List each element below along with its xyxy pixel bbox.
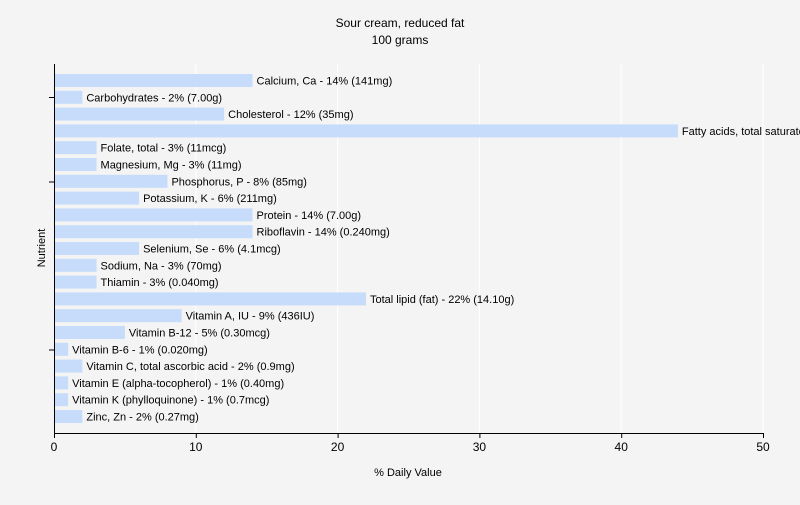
bar: [55, 191, 140, 205]
x-tick-label: 10: [189, 440, 203, 454]
bar: [55, 90, 83, 104]
bar-label: Total lipid (fat) - 22% (14.10g): [370, 294, 514, 306]
bar-label: Vitamin B-12 - 5% (0.30mcg): [129, 328, 270, 340]
bar-label: Vitamin C, total ascorbic acid - 2% (0.9…: [86, 361, 294, 373]
bar-label: Calcium, Ca - 14% (141mg): [257, 76, 393, 88]
x-tick-label: 50: [756, 440, 770, 454]
bar: [55, 393, 69, 407]
bar-label: Protein - 14% (7.00g): [257, 210, 362, 222]
bar: [55, 107, 225, 121]
bar-layer: Calcium, Ca - 14% (141mg) Carbohydrates -…: [55, 74, 800, 424]
bar: [55, 74, 253, 87]
bar: [55, 376, 69, 390]
bar: [55, 158, 97, 171]
bar: [55, 174, 168, 188]
x-tick-label: 0: [51, 440, 58, 454]
bar-label: Riboflavin - 14% (0.240mg): [257, 227, 390, 239]
bar: [55, 292, 366, 306]
bar: [55, 225, 253, 239]
bar: [55, 275, 97, 289]
bar-label: Vitamin K (phylloquinone) - 1% (0.7mcg): [72, 395, 269, 407]
bar: [55, 208, 253, 222]
bar: [55, 342, 69, 356]
x-tick-label: 30: [473, 440, 487, 454]
bar: [55, 124, 678, 138]
bar: [55, 141, 97, 155]
bar-label: Potassium, K - 6% (211mg): [143, 193, 277, 205]
chart-subtitle: 100 grams: [372, 33, 429, 47]
bar-label: Sodium, Na - 3% (70mg): [101, 260, 222, 272]
x-tick-label: 20: [331, 440, 345, 454]
bar-label: Vitamin B-6 - 1% (0.020mg): [72, 344, 208, 356]
bar-label: Cholesterol - 12% (35mg): [228, 109, 353, 121]
chart-title: Sour cream, reduced fat: [336, 16, 465, 30]
bar-label: Magnesium, Mg - 3% (11mg): [101, 160, 242, 172]
bar-label: Vitamin A, IU - 9% (436IU): [186, 311, 315, 323]
bar-label: Folate, total - 3% (11mcg): [101, 143, 227, 155]
bar: [55, 242, 140, 255]
bar-label: Fatty acids, total saturated - 44% (8.70…: [682, 126, 800, 138]
bar-label: Phosphorus, P - 8% (85mg): [171, 176, 307, 188]
bar: [55, 359, 83, 373]
bar-label: Selenium, Se - 6% (4.1mcg): [143, 244, 281, 256]
bar: [55, 326, 125, 339]
bar-label: Zinc, Zn - 2% (0.27mg): [86, 412, 198, 424]
y-axis-label: Nutrient: [36, 229, 48, 268]
bar: [55, 309, 182, 323]
bar: [55, 410, 83, 423]
bar-label: Carbohydrates - 2% (7.00g): [86, 92, 222, 104]
axis-layer: 0 10 20 30 40 50: [49, 64, 770, 454]
bar: [55, 258, 97, 272]
bar-label: Vitamin E (alpha-tocopherol) - 1% (0.40m…: [72, 378, 284, 390]
x-axis-label: % Daily Value: [374, 467, 442, 479]
x-tick-label: 40: [615, 440, 629, 454]
bar-label: Thiamin - 3% (0.040mg): [101, 277, 219, 289]
